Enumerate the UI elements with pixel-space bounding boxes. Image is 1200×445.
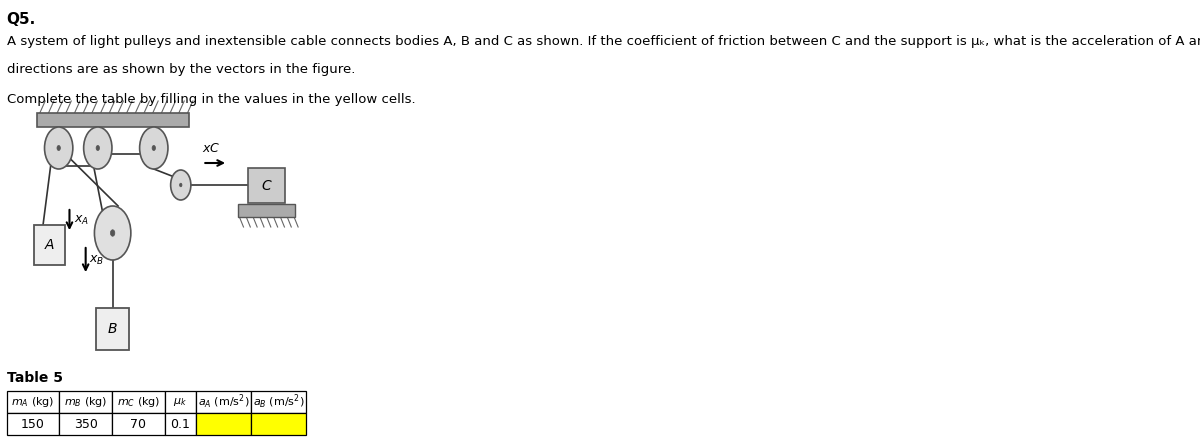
Circle shape: [44, 127, 73, 169]
Bar: [196, 413, 251, 435]
Text: $a_B$ (m/s$^2$): $a_B$ (m/s$^2$): [253, 393, 305, 411]
Bar: [238, 204, 295, 217]
Text: 150: 150: [22, 417, 44, 430]
Text: A: A: [44, 238, 54, 252]
Bar: [196, 391, 251, 413]
Circle shape: [84, 127, 112, 169]
Text: $m_A$ (kg): $m_A$ (kg): [12, 395, 55, 409]
Bar: [112, 391, 164, 413]
Text: A system of light pulleys and inextensible cable connects bodies A, B and C as s: A system of light pulleys and inextensib…: [7, 35, 1200, 48]
Text: Table 5: Table 5: [7, 371, 62, 385]
Text: $x_A$: $x_A$: [73, 214, 89, 227]
Text: 350: 350: [73, 417, 97, 430]
Bar: [248, 168, 286, 203]
Circle shape: [110, 230, 115, 236]
Text: $x_B$: $x_B$: [89, 254, 104, 267]
Text: directions are as shown by the vectors in the figure.: directions are as shown by the vectors i…: [7, 63, 355, 76]
Text: B: B: [108, 322, 118, 336]
Bar: [164, 413, 196, 435]
Text: $\mu_k$: $\mu_k$: [173, 396, 187, 408]
Bar: [34, 225, 65, 265]
Bar: [251, 391, 306, 413]
Text: $a_A$ (m/s$^2$): $a_A$ (m/s$^2$): [198, 393, 250, 411]
Bar: [164, 391, 196, 413]
Bar: [7, 391, 59, 413]
Circle shape: [139, 127, 168, 169]
Bar: [59, 391, 112, 413]
Circle shape: [95, 206, 131, 260]
Text: $xC$: $xC$: [203, 142, 221, 155]
Circle shape: [96, 146, 100, 150]
Bar: [59, 413, 112, 435]
Circle shape: [170, 170, 191, 200]
Text: 0.1: 0.1: [170, 417, 190, 430]
Circle shape: [152, 146, 156, 150]
Text: $m_B$ (kg): $m_B$ (kg): [64, 395, 107, 409]
Text: Complete the table by filling in the values in the yellow cells.: Complete the table by filling in the val…: [7, 93, 415, 106]
Circle shape: [56, 146, 60, 150]
Text: Q5.: Q5.: [7, 12, 36, 27]
Bar: [37, 113, 188, 127]
Bar: [7, 413, 59, 435]
Bar: [96, 308, 128, 350]
Text: $m_C$ (kg): $m_C$ (kg): [116, 395, 160, 409]
Circle shape: [180, 183, 182, 187]
Bar: [251, 413, 306, 435]
Text: 70: 70: [131, 417, 146, 430]
Text: C: C: [262, 178, 271, 193]
Bar: [112, 413, 164, 435]
